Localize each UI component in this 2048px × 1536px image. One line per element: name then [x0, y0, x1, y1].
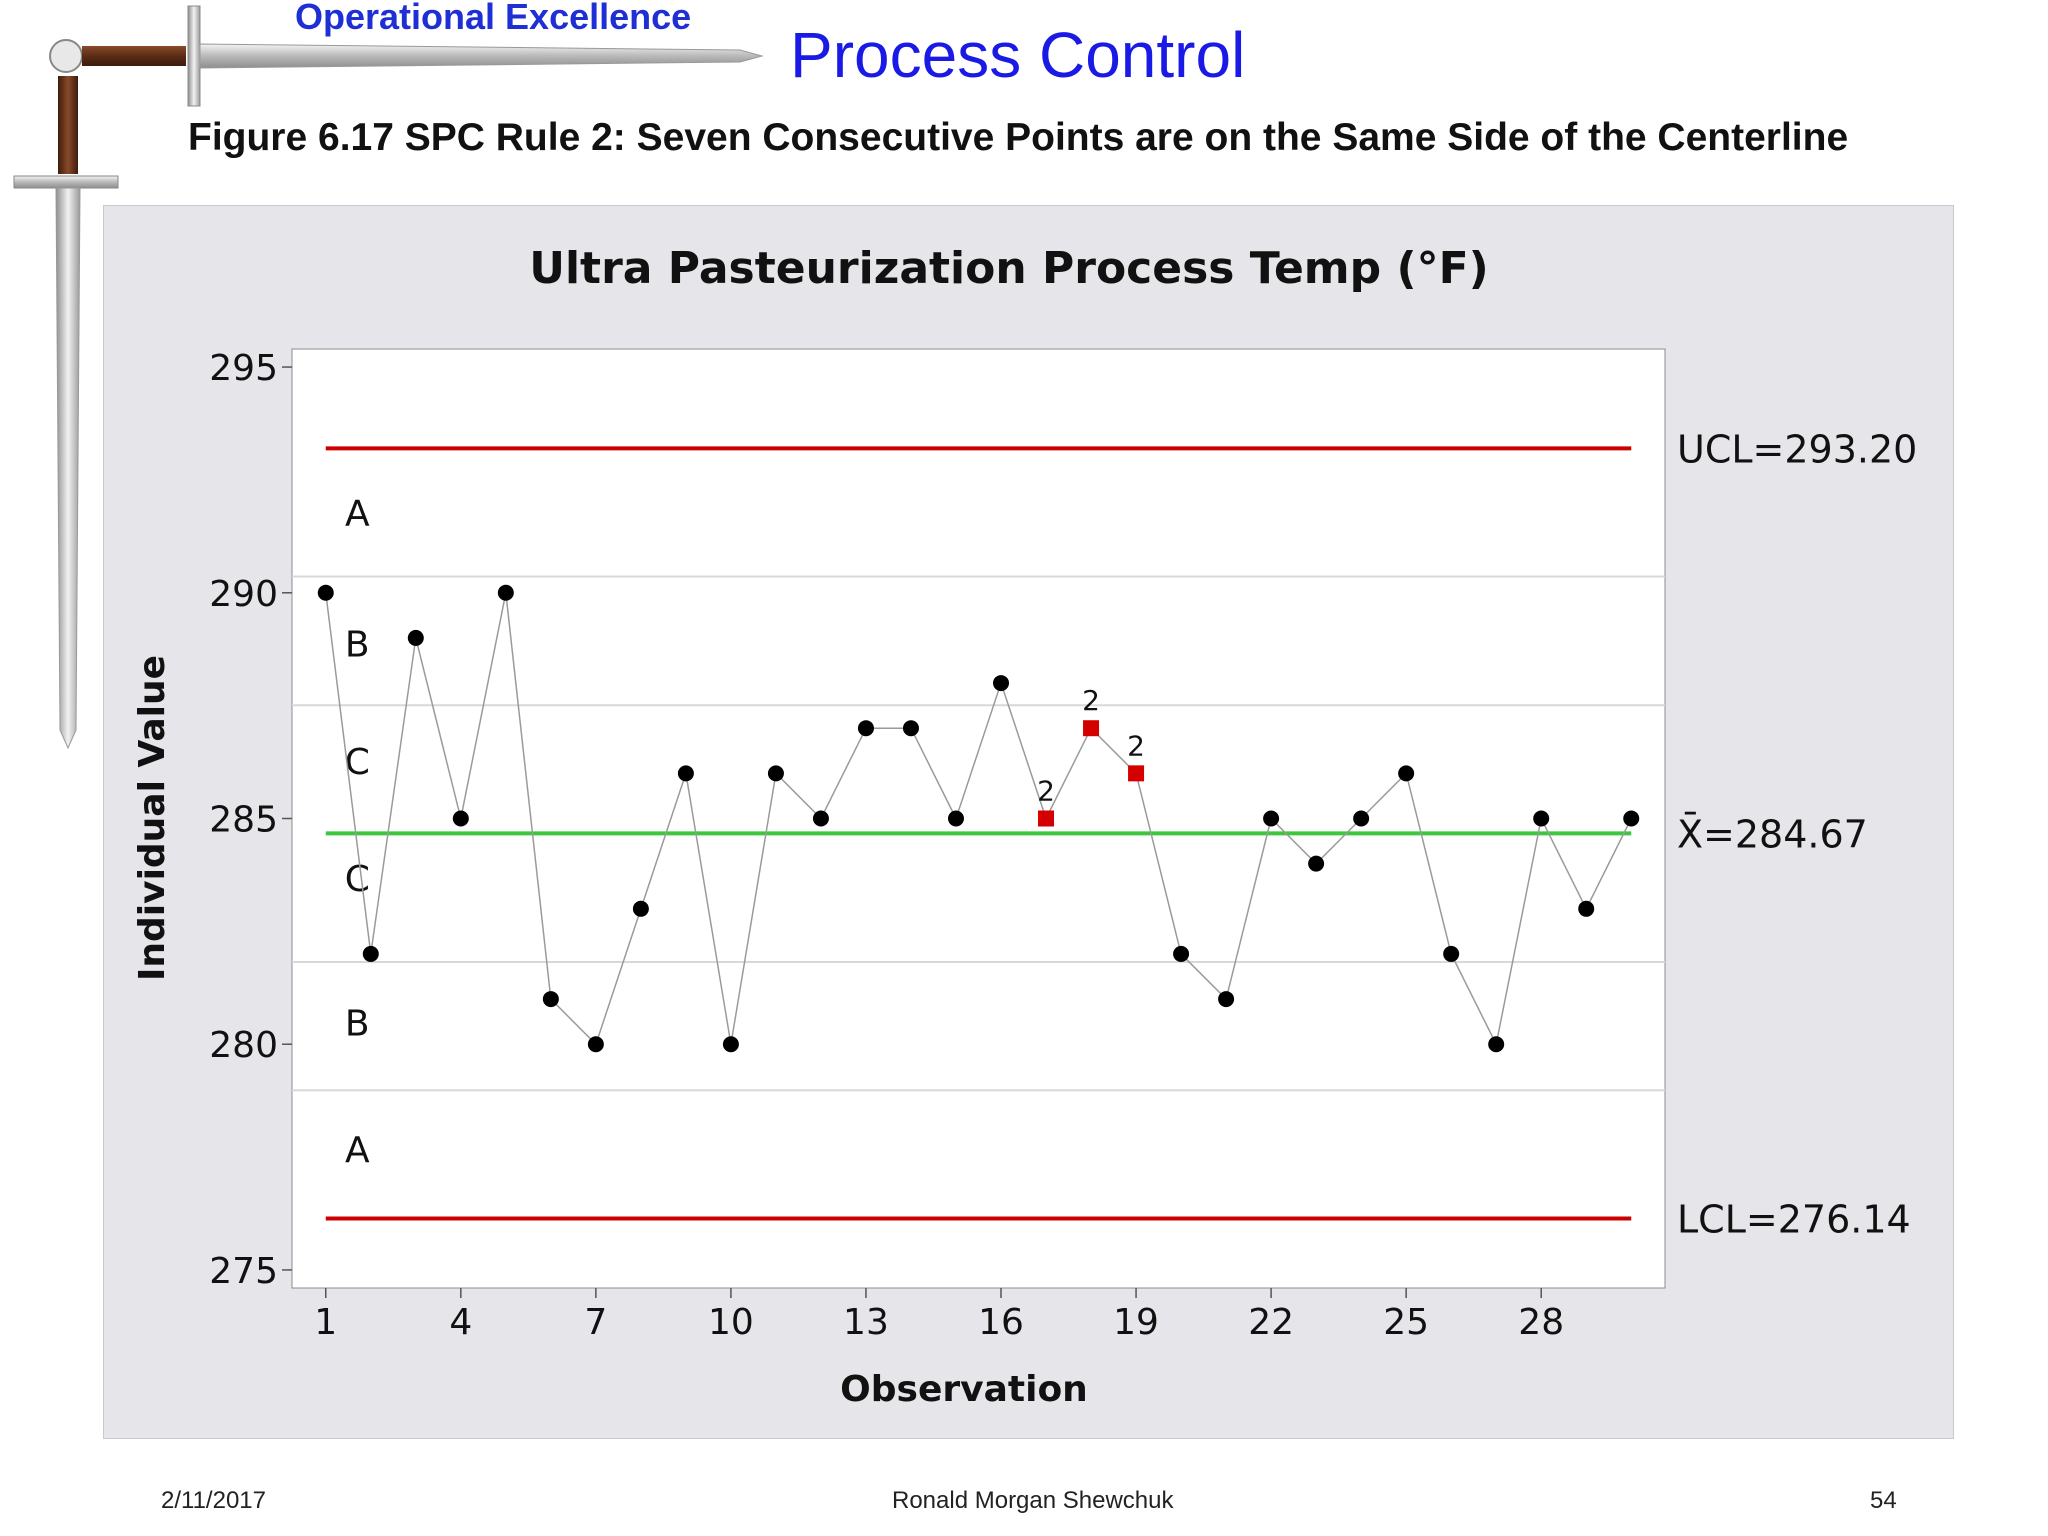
data-point — [1218, 991, 1235, 1008]
flagged-data-point — [1038, 810, 1055, 827]
data-point — [1443, 945, 1460, 962]
footer-date: 2/11/2017 — [161, 1487, 266, 1514]
data-point — [902, 720, 919, 737]
data-point — [632, 900, 649, 917]
data-point — [1488, 1036, 1505, 1053]
data-point — [767, 765, 784, 782]
x-tick-label: 13 — [843, 1302, 889, 1343]
data-point — [1533, 810, 1550, 827]
zone-label: B — [345, 624, 370, 665]
data-point — [1173, 945, 1190, 962]
x-tick-label: 10 — [708, 1302, 754, 1343]
control-chart: Ultra Pasteurization Process Temp (°F) O… — [132, 243, 1917, 1410]
lcl-label: LCL=276.14 — [1677, 1197, 1911, 1241]
flag-label: 2 — [1127, 729, 1145, 762]
sword-logo-icon — [13, 5, 764, 750]
x-tick-label: 22 — [1248, 1302, 1294, 1343]
data-point — [1263, 810, 1280, 827]
flagged-data-point — [1083, 720, 1100, 737]
zone-label: C — [345, 859, 370, 900]
y-tick-label: 275 — [209, 1251, 278, 1292]
series-line — [325, 592, 1632, 1047]
flagged-data-point — [1128, 765, 1145, 782]
x-tick-label: 4 — [449, 1302, 472, 1343]
flag-label: 2 — [1037, 775, 1055, 808]
x-tick-label: 28 — [1518, 1302, 1564, 1343]
data-point — [1578, 900, 1595, 917]
flag-label: 2 — [1082, 684, 1100, 717]
data-point — [1353, 810, 1370, 827]
data-point — [587, 1036, 604, 1053]
footer-page-number: 54 — [1870, 1487, 1897, 1514]
x-tick-label: 16 — [978, 1302, 1024, 1343]
data-point — [497, 584, 514, 601]
footer-author: Ronald Morgan Shewchuk — [892, 1487, 1174, 1514]
brand-label: Operational Excellence — [295, 0, 692, 37]
data-point — [1623, 810, 1640, 827]
figure-caption: Figure 6.17 SPC Rule 2: Seven Consecutiv… — [188, 116, 1849, 159]
slide-title: Process Control — [790, 19, 1246, 91]
data-point — [993, 675, 1010, 692]
data-point — [317, 584, 334, 601]
data-point — [1308, 855, 1325, 872]
data-point — [362, 945, 379, 962]
y-tick-label: 285 — [209, 800, 278, 841]
x-tick-label: 19 — [1113, 1302, 1159, 1343]
zone-label: A — [345, 494, 370, 535]
y-tick-label: 290 — [209, 574, 278, 615]
data-point — [812, 810, 829, 827]
control-chart-panel: Ultra Pasteurization Process Temp (°F) O… — [103, 205, 1954, 1439]
data-point — [1398, 765, 1415, 782]
data-point — [542, 991, 559, 1008]
x-tick-label: 25 — [1383, 1302, 1429, 1343]
center-line-label: X̄=284.67 — [1677, 812, 1868, 856]
zone-label: B — [345, 1004, 370, 1045]
data-point — [452, 810, 469, 827]
y-axis-label: Individual Value — [132, 655, 173, 981]
data-point — [407, 629, 424, 646]
ucl-label: UCL=293.20 — [1677, 427, 1917, 471]
y-tick-label: 280 — [209, 1025, 278, 1066]
plot-area — [291, 348, 1666, 1289]
y-tick-label: 295 — [209, 348, 278, 389]
data-point — [947, 810, 964, 827]
zone-label: A — [345, 1130, 370, 1171]
data-point — [857, 720, 874, 737]
x-tick-label: 1 — [314, 1302, 337, 1343]
x-tick-label: 7 — [584, 1302, 607, 1343]
data-point — [722, 1036, 739, 1053]
data-point — [677, 765, 694, 782]
x-axis-label: Observation — [840, 1369, 1088, 1410]
chart-title: Ultra Pasteurization Process Temp (°F) — [529, 243, 1489, 294]
